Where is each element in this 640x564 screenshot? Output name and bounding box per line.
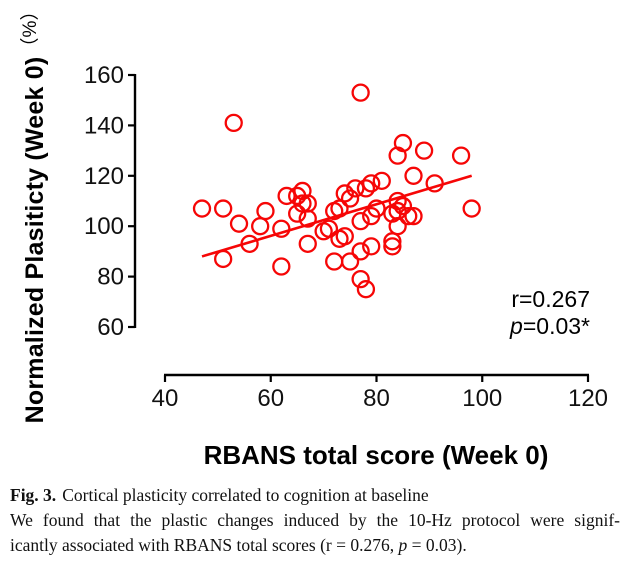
- scatter-point: [340, 189, 360, 208]
- y-tick-label: 140: [84, 112, 124, 139]
- y-axis-title: Normalized Plasiticty (Week 0): [21, 56, 49, 424]
- scatter-point: [451, 146, 471, 165]
- caption-body-line-1: We found that the plastic changes induce…: [10, 510, 620, 530]
- scatter-point: [346, 179, 365, 198]
- scatter-point: [388, 146, 407, 165]
- scatter-point: [425, 174, 444, 193]
- caption-fig-label: Fig. 3.: [10, 485, 57, 505]
- p-value-text: p=0.03*: [510, 313, 590, 339]
- scatter-point: [214, 199, 233, 218]
- correlation-annotation: r=0.267 p=0.03*: [440, 286, 590, 340]
- scatter-point: [388, 191, 407, 211]
- scatter-point: [383, 232, 402, 251]
- scatter-point: [288, 204, 307, 223]
- scatter-point: [399, 206, 418, 226]
- y-tick-label: 80: [97, 264, 124, 291]
- x-axis-title: RBANS total score (Week 0): [203, 440, 549, 470]
- y-tick-label: 60: [97, 314, 124, 341]
- caption-body-line-2: icantly associated with RBANS total scor…: [10, 535, 467, 555]
- scatter-point: [356, 280, 376, 299]
- x-tick-label: 60: [257, 385, 284, 412]
- scatter-point: [414, 141, 434, 160]
- x-tick-label: 80: [363, 385, 390, 412]
- y-tick-label: 160: [84, 62, 124, 89]
- scatter-point: [362, 237, 381, 256]
- scatter-point: [256, 201, 275, 221]
- scatter-point: [351, 83, 370, 102]
- scatter-point: [192, 199, 212, 218]
- y-tick-label: 100: [84, 213, 124, 240]
- scatter-point: [272, 257, 291, 276]
- scatter-point: [351, 212, 370, 231]
- scatter-point: [240, 234, 259, 253]
- x-tick-label: 40: [152, 385, 179, 412]
- x-tick-label: 120: [568, 385, 608, 412]
- scatter-point: [404, 166, 423, 185]
- x-tick-label: 100: [462, 385, 502, 412]
- y-tick-label: 120: [84, 163, 124, 190]
- scatter-point: [298, 234, 317, 253]
- scatter-plot-svg: 60 80 100 120 140 160 40 60 80 100 120: [84, 62, 608, 412]
- scatter-point: [214, 249, 233, 269]
- scatter-point: [351, 269, 370, 289]
- scatter-point: [251, 217, 270, 236]
- scatter-point: [383, 237, 402, 256]
- scatter-point: [462, 199, 481, 218]
- figure-caption: Fig. 3. Cortical plasticity correlated to…: [10, 483, 620, 558]
- scatter-point: [272, 219, 291, 238]
- scatter-point: [229, 214, 249, 233]
- scatter-point: [340, 252, 360, 271]
- scatter-point: [325, 252, 344, 271]
- caption-title-line: Fig. 3. Cortical plasticity correlated to…: [10, 485, 429, 505]
- scatter-point: [277, 186, 296, 206]
- scatter-point: [335, 227, 354, 246]
- scatter-point: [298, 194, 317, 213]
- scatter-point: [372, 171, 391, 190]
- scatter-point: [367, 199, 386, 218]
- scatter-point: [224, 113, 243, 133]
- scatter-point: [356, 179, 376, 198]
- scatter-point: [393, 196, 413, 216]
- scatter-point: [362, 174, 381, 193]
- r-value-text: r=0.267: [511, 286, 590, 312]
- scatter-point: [351, 242, 370, 261]
- scatter-point: [319, 219, 339, 238]
- scatter-point: [330, 199, 349, 218]
- scatter-point: [404, 206, 423, 226]
